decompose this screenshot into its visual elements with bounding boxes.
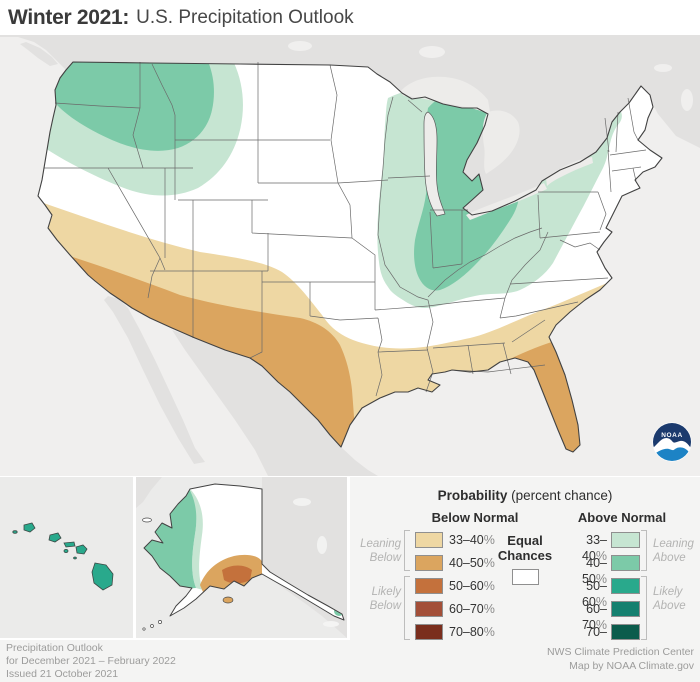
canada-white-patch bbox=[681, 89, 693, 111]
below-range-2: 40–50% bbox=[449, 556, 495, 570]
band-above-40-50-northwest bbox=[53, 62, 214, 151]
footer-left-line1: Precipitation Outlook bbox=[6, 642, 103, 654]
footer-left-line3: Issued 21 October 2021 bbox=[6, 668, 119, 680]
leaning-below-bracket bbox=[404, 530, 410, 571]
alaska-map bbox=[136, 477, 347, 638]
legend-likely-below-label: Likely Below bbox=[369, 586, 401, 612]
hawaii-islands bbox=[12, 522, 114, 591]
above-swatch-33-40 bbox=[611, 532, 640, 548]
canada-landmass-ak bbox=[262, 477, 347, 638]
legend-below-header: Below Normal bbox=[431, 510, 519, 525]
canada-lake-patch bbox=[288, 41, 312, 51]
noaa-logo-text: NOAA bbox=[661, 432, 683, 439]
aleutian-islands bbox=[142, 517, 234, 631]
footer-left-line2: for December 2021 – February 2022 bbox=[6, 655, 176, 667]
likely-above-bracket bbox=[641, 576, 647, 640]
legend-above-header: Above Normal bbox=[577, 510, 667, 525]
canada-lake-patch bbox=[419, 46, 445, 58]
below-swatch-70-80 bbox=[415, 624, 443, 640]
footer-right-line1: NWS Climate Prediction Center bbox=[546, 646, 694, 658]
equal-chances-swatch bbox=[512, 569, 539, 585]
page-title-rest: U.S. Precipitation Outlook bbox=[136, 6, 354, 28]
russia-landmass bbox=[136, 477, 162, 508]
canada-landmass bbox=[0, 35, 700, 215]
hawaii-inset bbox=[0, 477, 133, 638]
lake-michigan bbox=[423, 111, 446, 217]
noaa-logo-top bbox=[653, 423, 691, 450]
canada-patch bbox=[293, 498, 311, 506]
alaska-outline bbox=[143, 483, 345, 621]
below-range-5: 70–80% bbox=[449, 625, 495, 639]
lake-superior bbox=[400, 76, 490, 114]
footer-credit-info: NWS Climate Prediction Center Map by NOA… bbox=[547, 645, 694, 673]
legend-title: Probability (percent chance) bbox=[350, 488, 700, 503]
above-swatch-70-80 bbox=[611, 624, 640, 640]
above-swatch-40-50 bbox=[611, 555, 640, 571]
alaska-inset bbox=[136, 477, 347, 638]
legend-leaning-below-label: Leaning Below bbox=[360, 538, 401, 564]
likely-below-bracket bbox=[404, 576, 410, 640]
noaa-logo: NOAA bbox=[652, 422, 692, 462]
below-swatch-50-60 bbox=[415, 578, 443, 594]
vancouver-island bbox=[20, 42, 58, 66]
above-range-1: 33–40% bbox=[581, 533, 607, 563]
ak-band-below-50-60 bbox=[222, 565, 252, 584]
above-range-4: 60–70% bbox=[581, 602, 607, 632]
footer-issue-info: Precipitation Outlook for December 2021 … bbox=[6, 642, 176, 681]
legend-title-bold: Probability bbox=[437, 488, 508, 503]
above-range-5: 70–80% bbox=[582, 625, 607, 655]
ak-band-above-40-50 bbox=[144, 487, 197, 589]
page-title-season: Winter 2021: bbox=[8, 5, 130, 29]
canada-patch bbox=[317, 536, 327, 554]
hawaii-map bbox=[12, 522, 114, 591]
canada-white-patch bbox=[654, 64, 672, 72]
above-swatch-50-60 bbox=[611, 578, 640, 594]
above-range-3: 50–60% bbox=[581, 579, 607, 609]
footer-right-line2: Map by NOAA Climate.gov bbox=[569, 660, 694, 672]
title-bar: Winter 2021: U.S. Precipitation Outlook bbox=[0, 0, 700, 35]
above-swatch-60-70 bbox=[611, 601, 640, 617]
mexico-landmass bbox=[172, 330, 378, 476]
below-swatch-60-70 bbox=[415, 601, 443, 617]
legend-title-rest: (percent chance) bbox=[507, 488, 613, 503]
conus-map: NOAA bbox=[0, 35, 700, 476]
leaning-above-bracket bbox=[641, 530, 647, 571]
below-range-3: 50–60% bbox=[449, 579, 495, 593]
below-swatch-40-50 bbox=[415, 555, 443, 571]
conus-outline bbox=[37, 61, 663, 453]
below-range-1: 33–40% bbox=[449, 533, 495, 547]
baja-california bbox=[104, 296, 205, 464]
coastal-island bbox=[323, 621, 339, 627]
below-range-4: 60–70% bbox=[449, 602, 495, 616]
below-swatch-33-40 bbox=[415, 532, 443, 548]
legend-leaning-above-label: Leaning Above bbox=[653, 538, 694, 564]
lake-ontario bbox=[546, 157, 593, 186]
lake-huron bbox=[482, 110, 520, 174]
footer: Precipitation Outlook for December 2021 … bbox=[0, 640, 700, 682]
lake-erie bbox=[466, 183, 547, 220]
conus-map-area: NOAA AK and HI not to scale bbox=[0, 35, 700, 499]
legend: Probability (percent chance) Below Norma… bbox=[350, 477, 700, 655]
equal-chances-label: Equal Chances bbox=[497, 533, 553, 563]
legend-likely-above-label: Likely Above bbox=[653, 586, 686, 612]
state-borders bbox=[44, 62, 647, 397]
above-range-2: 40–50% bbox=[581, 556, 607, 586]
ak-band-above-33-40 bbox=[182, 487, 203, 590]
